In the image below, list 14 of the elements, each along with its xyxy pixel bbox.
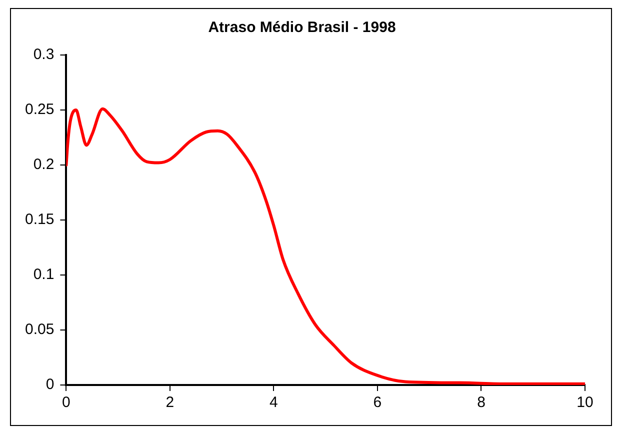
y-tick-label: 0.15 <box>24 211 54 228</box>
x-tick-label: 0 <box>62 394 70 412</box>
x-tick-label: 4 <box>270 394 278 412</box>
x-tick-label: 10 <box>576 394 594 412</box>
x-tick-label: 2 <box>166 394 174 412</box>
chart-title: Atraso Médio Brasil - 1998 <box>208 19 396 36</box>
y-tick-label: 0.05 <box>24 321 54 338</box>
x-tick-label: 8 <box>477 394 486 412</box>
y-tick-label: 0.3 <box>33 46 54 64</box>
y-tick-label: 0 <box>46 376 54 394</box>
y-tick-label: 0.25 <box>24 101 54 118</box>
x-tick-label: 6 <box>373 394 382 412</box>
y-tick-label: 0.2 <box>33 156 54 174</box>
y-tick-label: 0.1 <box>33 266 54 284</box>
